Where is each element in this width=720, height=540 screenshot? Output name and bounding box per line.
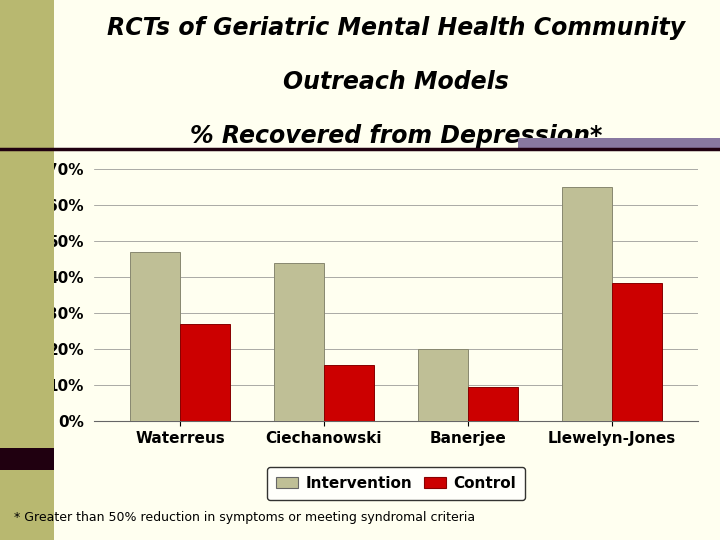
Legend: Intervention, Control: Intervention, Control (267, 467, 525, 500)
Bar (130, 252, 180, 421)
Text: % Recovered from Depression*: % Recovered from Depression* (190, 124, 602, 148)
Bar (274, 263, 324, 421)
Text: * Greater than 50% reduction in symptoms or meeting syndromal criteria: * Greater than 50% reduction in symptoms… (14, 511, 475, 524)
Bar (324, 366, 374, 421)
Bar (418, 349, 468, 421)
Bar (562, 187, 612, 421)
Text: RCTs of Geriatric Mental Health Community: RCTs of Geriatric Mental Health Communit… (107, 16, 685, 40)
Bar (468, 387, 518, 421)
Bar (612, 282, 662, 421)
Bar (180, 324, 230, 421)
Text: Outreach Models: Outreach Models (283, 70, 509, 94)
